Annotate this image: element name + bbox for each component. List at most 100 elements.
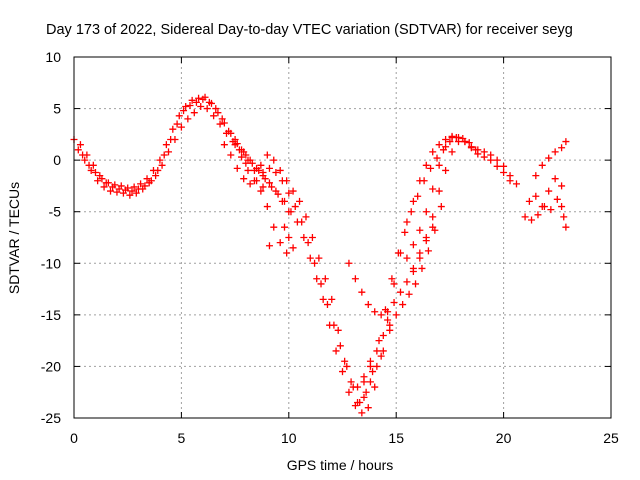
chart-title: Day 173 of 2022, Sidereal Day-to-day VTE… bbox=[46, 22, 573, 38]
data-point bbox=[562, 223, 570, 231]
data-point bbox=[442, 143, 450, 151]
data-point bbox=[465, 139, 473, 147]
data-point bbox=[285, 189, 293, 197]
data-point bbox=[424, 247, 432, 255]
data-point bbox=[220, 141, 228, 149]
data-point bbox=[210, 112, 218, 120]
data-point bbox=[250, 166, 258, 174]
data-point bbox=[124, 184, 132, 192]
series-outliers bbox=[242, 159, 273, 250]
data-point bbox=[311, 259, 319, 267]
data-point bbox=[341, 357, 349, 365]
data-point bbox=[390, 298, 398, 306]
data-point bbox=[253, 177, 261, 185]
data-point bbox=[160, 151, 168, 159]
data-point bbox=[422, 161, 430, 169]
data-point bbox=[319, 295, 327, 303]
data-point bbox=[107, 187, 115, 195]
data-point bbox=[384, 308, 392, 316]
data-point bbox=[446, 138, 454, 146]
series-arc-3 bbox=[79, 93, 293, 216]
data-point bbox=[422, 234, 430, 241]
data-point bbox=[429, 185, 437, 193]
data-point bbox=[493, 162, 501, 170]
data-point bbox=[281, 223, 289, 231]
data-point bbox=[268, 183, 276, 191]
data-point bbox=[384, 316, 392, 324]
data-point bbox=[162, 141, 170, 149]
data-point bbox=[416, 226, 424, 234]
data-point bbox=[394, 249, 402, 257]
data-point bbox=[306, 254, 314, 262]
data-point bbox=[186, 101, 194, 109]
data-point bbox=[289, 244, 297, 252]
data-point bbox=[493, 156, 501, 164]
data-point bbox=[126, 191, 134, 199]
data-point bbox=[442, 136, 450, 144]
data-point bbox=[558, 203, 566, 211]
data-point bbox=[85, 161, 93, 169]
data-point bbox=[366, 378, 374, 386]
data-point bbox=[388, 275, 396, 283]
data-point bbox=[343, 362, 351, 370]
data-point bbox=[238, 146, 246, 154]
x-tick-label: 20 bbox=[496, 430, 512, 446]
data-point bbox=[145, 179, 153, 187]
data-point bbox=[558, 182, 566, 190]
data-point bbox=[409, 241, 417, 249]
data-point bbox=[216, 120, 224, 128]
data-point bbox=[300, 234, 308, 241]
data-point bbox=[91, 169, 99, 177]
series-arc-1 bbox=[70, 95, 291, 257]
data-point bbox=[562, 138, 570, 146]
data-point bbox=[399, 301, 407, 309]
data-points bbox=[70, 93, 570, 417]
data-point bbox=[119, 189, 127, 197]
data-point bbox=[81, 156, 89, 164]
data-point bbox=[435, 161, 443, 169]
grid bbox=[74, 57, 611, 418]
data-point bbox=[373, 347, 381, 355]
data-point bbox=[240, 175, 248, 183]
data-point bbox=[487, 156, 495, 164]
data-point bbox=[276, 166, 284, 174]
data-point bbox=[435, 141, 443, 149]
data-point bbox=[558, 144, 566, 152]
data-point bbox=[545, 154, 553, 162]
data-point bbox=[379, 331, 387, 339]
data-point bbox=[276, 239, 284, 247]
data-point bbox=[304, 239, 312, 247]
data-point bbox=[265, 179, 273, 187]
data-point bbox=[409, 197, 417, 205]
data-point bbox=[192, 98, 200, 106]
data-point bbox=[330, 321, 338, 329]
series-arc-5 bbox=[231, 136, 374, 391]
data-point bbox=[238, 153, 246, 161]
data-point bbox=[358, 409, 366, 417]
data-point bbox=[334, 326, 342, 334]
data-point bbox=[448, 148, 456, 156]
data-point bbox=[197, 103, 205, 111]
data-point bbox=[263, 151, 271, 159]
x-tick-label: 25 bbox=[603, 430, 619, 446]
data-point bbox=[521, 213, 529, 221]
data-point bbox=[414, 192, 422, 200]
data-point bbox=[76, 141, 84, 149]
data-point bbox=[412, 280, 420, 288]
data-point bbox=[435, 187, 443, 195]
series-arc-12 bbox=[525, 175, 566, 211]
data-point bbox=[364, 404, 372, 412]
data-point bbox=[528, 216, 536, 224]
data-point bbox=[437, 203, 445, 211]
data-point bbox=[392, 311, 400, 319]
data-point bbox=[259, 183, 267, 191]
data-point bbox=[358, 288, 366, 296]
x-tick-label: 0 bbox=[70, 430, 78, 446]
data-point bbox=[403, 254, 411, 262]
data-point bbox=[313, 275, 321, 283]
data-point bbox=[296, 197, 304, 205]
data-point bbox=[545, 187, 553, 195]
y-tick-label: 10 bbox=[45, 49, 61, 65]
data-point bbox=[265, 164, 273, 172]
data-point bbox=[285, 234, 293, 241]
